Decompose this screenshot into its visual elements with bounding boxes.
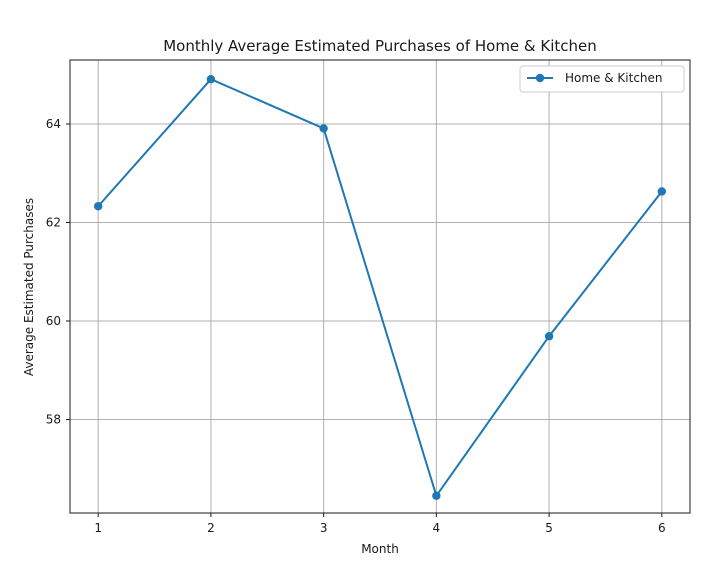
data-point-month-3 (319, 124, 328, 133)
data-point-month-1 (93, 202, 103, 211)
x-axis-ticks: 1 2 3 4 5 6 (94, 513, 666, 535)
y-tick-label-60: 60 (46, 314, 61, 328)
grid-lines (70, 60, 690, 513)
legend-marker (535, 73, 545, 83)
x-tick-label-2: 2 (207, 521, 215, 535)
x-tick-label-4: 4 (433, 521, 441, 535)
legend-box (519, 65, 685, 93)
series-layer (93, 75, 667, 500)
x-tick-label-1: 1 (94, 521, 102, 535)
data-point-month-5 (544, 332, 554, 341)
data-point-month-6 (657, 187, 667, 196)
y-axis-label: Average Estimated Purchases (22, 198, 36, 376)
x-axis-label: Month (361, 542, 399, 556)
y-tick-label-58: 58 (46, 412, 61, 426)
x-tick-label-6: 6 (658, 521, 666, 535)
x-tick-label-5: 5 (545, 521, 553, 535)
plot-frame (69, 59, 691, 514)
y-tick-label-64: 64 (46, 117, 61, 131)
series-line-1 (97, 78, 663, 497)
y-axis-ticks: 58 60 62 64 (46, 117, 70, 426)
x-tick-label-3: 3 (320, 521, 328, 535)
legend: Home & Kitchen (519, 65, 685, 93)
legend-label: Home & Kitchen (565, 71, 663, 85)
data-point-month-4 (432, 491, 441, 500)
y-tick-label-62: 62 (46, 215, 61, 229)
chart-title: Monthly Average Estimated Purchases of H… (163, 37, 597, 55)
data-point-month-2 (206, 75, 216, 84)
